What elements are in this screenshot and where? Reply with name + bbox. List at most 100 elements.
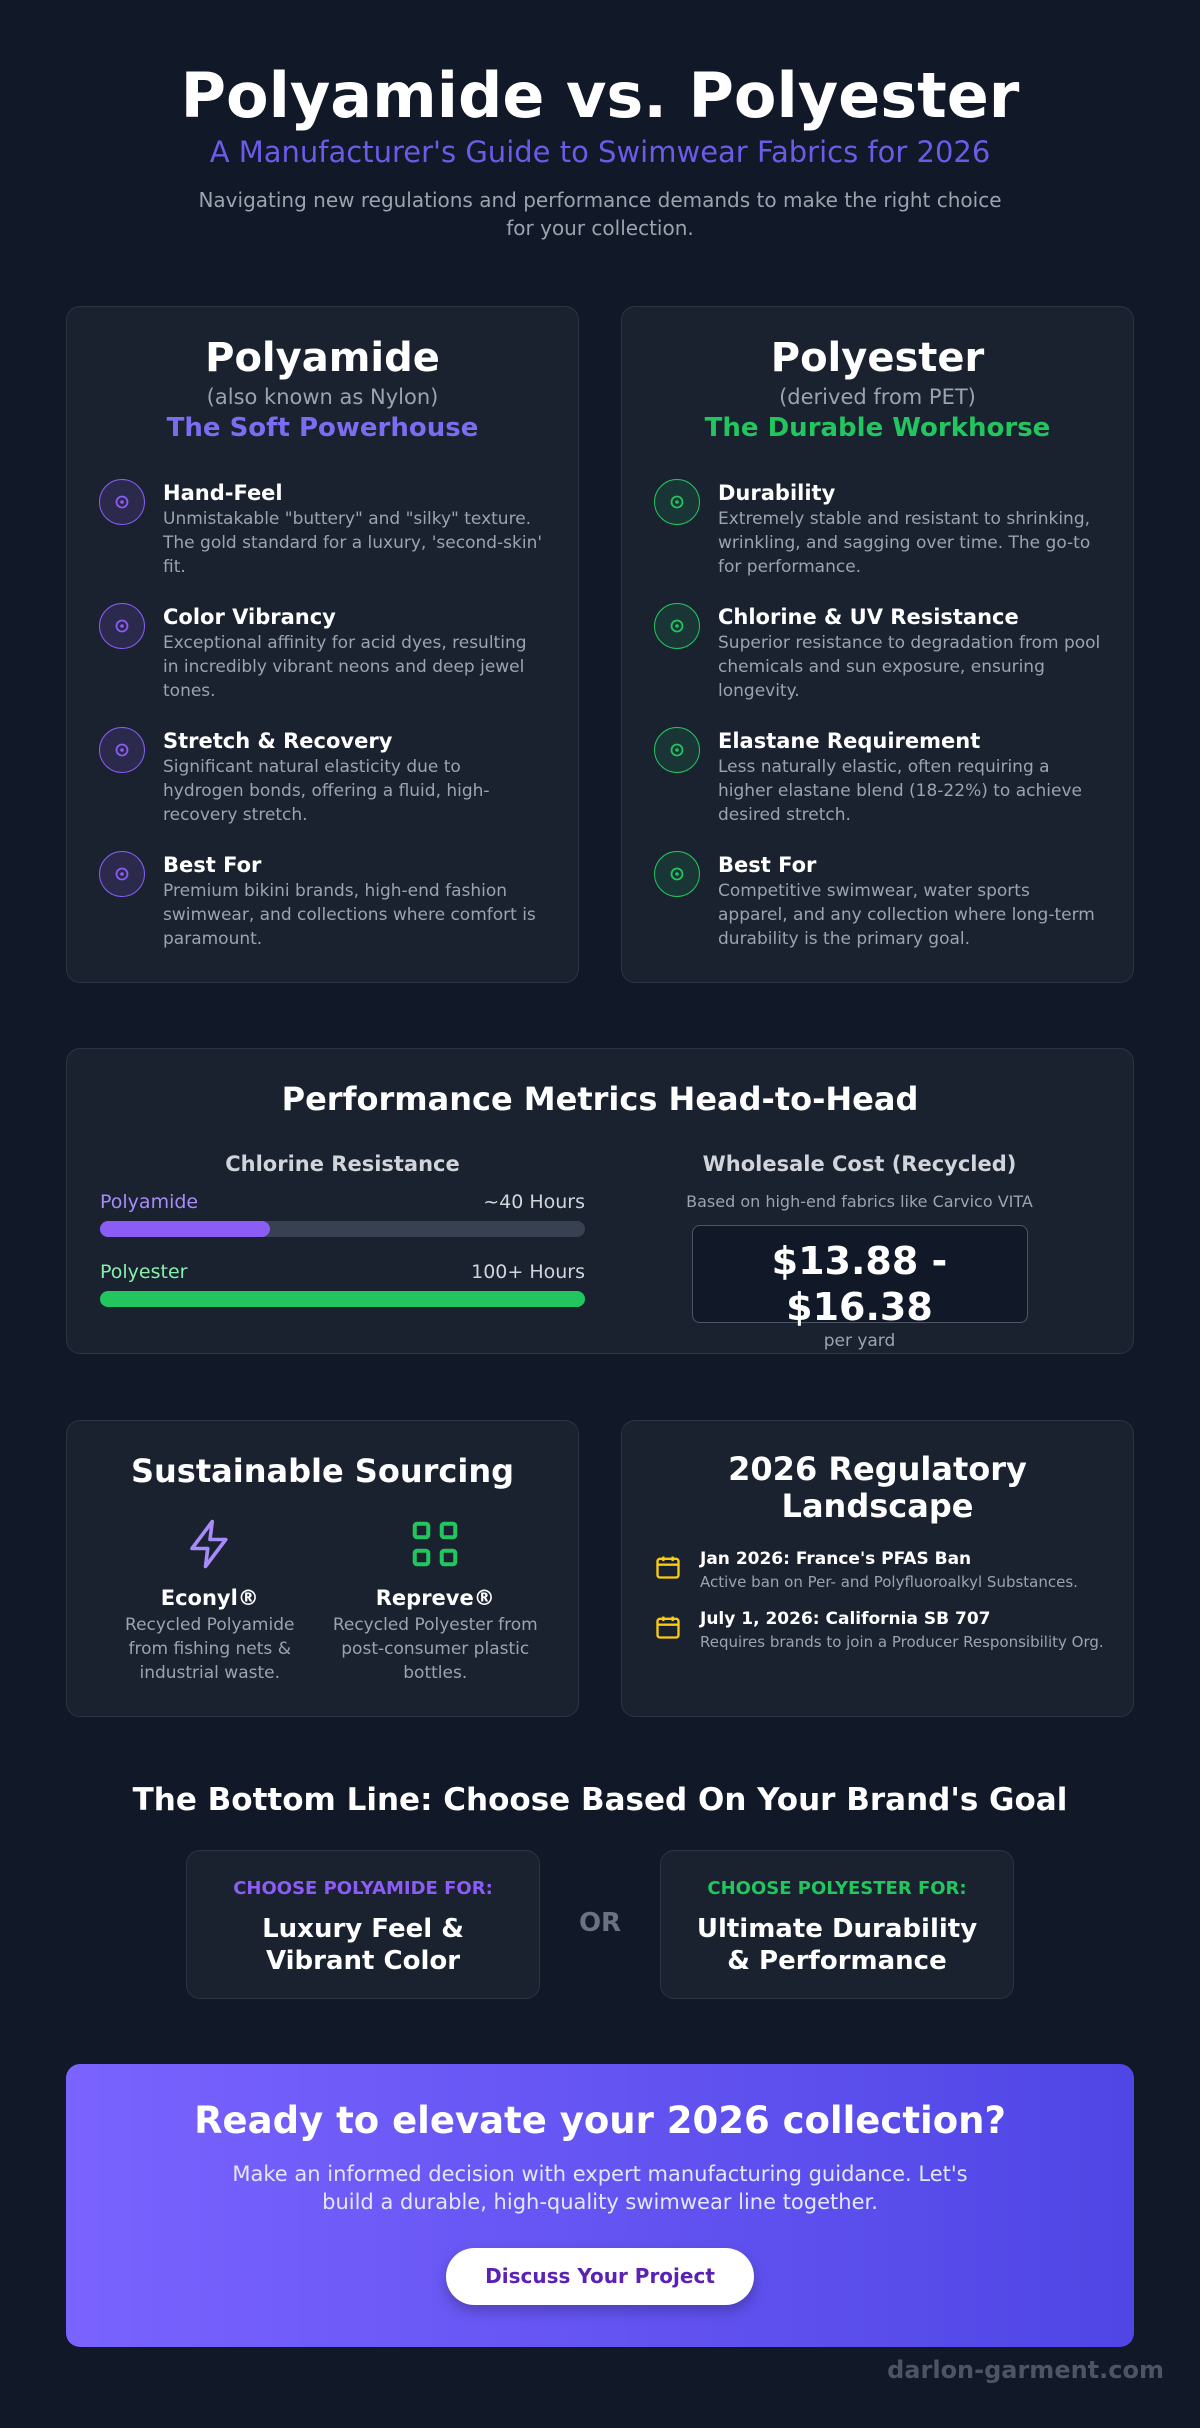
cost-column: Wholesale Cost (Recycled) Based on high-… <box>627 1149 1092 1351</box>
feature-icon <box>654 851 700 897</box>
cta-text: Make an informed decision with expert ma… <box>232 2162 968 2214</box>
fabric-name: Polyester <box>770 335 985 381</box>
regulatory-body: July 1, 2026: California SB 707 Requires … <box>700 1607 1104 1653</box>
cost-note: Based on high-end fabrics like Carvico V… <box>686 1192 1033 1211</box>
regulatory-icon <box>654 1607 682 1653</box>
sourcing-item: Repreve® Recycled Polyester from post-con… <box>332 1517 538 1685</box>
feature-text: Less naturally elastic, often requiring … <box>718 757 1082 825</box>
regulatory-title: Jan 2026: France's PFAS Ban <box>700 1549 972 1569</box>
icon <box>412 1521 458 1567</box>
choice-text: Ultimate Durability & Performance <box>696 1914 978 1976</box>
regulatory-item: July 1, 2026: California SB 707 Requires … <box>654 1607 1104 1653</box>
feature: Stretch & Recovery Significant natural el… <box>99 727 546 827</box>
feature: Best For Premium bikini brands, high-end … <box>99 851 546 951</box>
sourcing-items: Econyl® Recycled Polyamide from fishing n… <box>97 1517 548 1685</box>
feature-body: Durability Extremely stable and resistant… <box>718 479 1101 579</box>
feature-title: Color Vibrancy <box>163 605 336 629</box>
icon <box>656 1556 680 1579</box>
icon <box>670 619 684 633</box>
metrics-title: Performance Metrics Head-to-Head <box>281 1080 919 1118</box>
polyester-card: Polyester (derived from PET) The Durable W… <box>621 306 1134 983</box>
sourcing-card: Sustainable Sourcing Econyl® Recycled Pol… <box>66 1420 579 1717</box>
subtitle: A Manufacturer's Guide to Swimwear Fabri… <box>209 135 991 169</box>
feature-body: Elastane Requirement Less naturally elast… <box>718 727 1101 827</box>
chlorine-column: Chlorine Resistance Polyamide ~40 Hours Po… <box>100 1149 585 1329</box>
bar-track <box>100 1291 585 1307</box>
price-unit: per yard <box>823 1331 896 1351</box>
bar-label: Polyamide <box>100 1191 199 1213</box>
icon <box>115 495 129 509</box>
regulatory-items: Jan 2026: France's PFAS Ban Active ban on… <box>654 1547 1104 1667</box>
feature-icon <box>99 479 145 525</box>
icon <box>670 743 684 757</box>
choice-text: Luxury Feel & Vibrant Color <box>262 1914 464 1976</box>
feature-text: Competitive swimwear, water sports appar… <box>718 881 1095 949</box>
icon <box>115 743 129 757</box>
feature: Elastane Requirement Less naturally elast… <box>654 727 1101 827</box>
bar-value: ~40 Hours <box>483 1191 585 1213</box>
bar-row: Polyester 100+ Hours <box>100 1259 585 1285</box>
sourcing-item: Econyl® Recycled Polyamide from fishing n… <box>107 1517 313 1685</box>
choice-label: CHOOSE POLYESTER FOR: <box>707 1878 967 1899</box>
fabric-tagline: The Soft Powerhouse <box>166 413 479 443</box>
feature: Chlorine & UV Resistance Superior resista… <box>654 603 1101 703</box>
feature-icon <box>99 851 145 897</box>
regulatory-body: Jan 2026: France's PFAS Ban Active ban on… <box>700 1547 1078 1593</box>
sourcing-text: Recycled Polyester from post-consumer pl… <box>332 1615 538 1683</box>
regulatory-text: Requires brands to join a Producer Respo… <box>700 1633 1104 1651</box>
price: $13.88 - $16.38 <box>771 1239 948 1329</box>
regulatory-title: July 1, 2026: California SB 707 <box>700 1609 991 1629</box>
feature-body: Hand-Feel Unmistakable "buttery" and "sil… <box>163 479 546 579</box>
regulatory-title: 2026 Regulatory Landscape <box>728 1450 1027 1525</box>
bar-track <box>100 1221 585 1237</box>
choice-card: CHOOSE POLYAMIDE FOR: Luxury Feel & Vibra… <box>186 1850 540 1999</box>
feature-text: Extremely stable and resistant to shrink… <box>718 509 1091 577</box>
feature: Durability Extremely stable and resistant… <box>654 479 1101 579</box>
icon <box>115 867 129 881</box>
bar-fill <box>100 1291 585 1307</box>
feature-text: Superior resistance to degradation from … <box>718 633 1101 701</box>
cta-title: Ready to elevate your 2026 collection? <box>194 2099 1006 2142</box>
intro: Navigating new regulations and performan… <box>198 188 1002 240</box>
sourcing-text: Recycled Polyamide from fishing nets & i… <box>125 1615 295 1683</box>
feature-title: Chlorine & UV Resistance <box>718 605 1019 629</box>
feature-icon <box>654 479 700 525</box>
feature-text: Unmistakable "buttery" and "silky" textu… <box>163 509 543 577</box>
bar-row: Polyamide ~40 Hours <box>100 1189 585 1215</box>
feature-title: Stretch & Recovery <box>163 729 393 753</box>
feature: Color Vibrancy Exceptional affinity for a… <box>99 603 546 703</box>
feature-text: Premium bikini brands, high-end fashion … <box>163 881 536 949</box>
bar-value: 100+ Hours <box>471 1261 585 1283</box>
sourcing-name: Repreve® <box>375 1586 495 1610</box>
fabric-name: Polyamide <box>205 335 440 381</box>
icon <box>189 1519 228 1569</box>
sourcing-icon <box>107 1517 313 1575</box>
fabric-aka: (derived from PET) <box>779 385 976 409</box>
regulatory-item: Jan 2026: France's PFAS Ban Active ban on… <box>654 1547 1104 1593</box>
sourcing-name: Econyl® <box>160 1586 259 1610</box>
regulatory-card: 2026 Regulatory Landscape Jan 2026: Fran… <box>621 1420 1134 1717</box>
feature-title: Elastane Requirement <box>718 729 981 753</box>
title: Polyamide vs. Polyester <box>180 59 1020 132</box>
chlorine-title: Chlorine Resistance <box>225 1152 460 1176</box>
regulatory-text: Active ban on Per- and Polyfluoroalkyl S… <box>700 1573 1078 1591</box>
cta-button[interactable]: Discuss Your Project <box>446 2248 754 2305</box>
feature: Best For Competitive swimwear, water spor… <box>654 851 1101 951</box>
bar-fill <box>100 1221 270 1237</box>
sourcing-icon <box>332 1517 538 1575</box>
cta-banner: Ready to elevate your 2026 collection? M… <box>66 2064 1134 2347</box>
fabric-tagline: The Durable Workhorse <box>704 413 1051 443</box>
metrics-card: Performance Metrics Head-to-Head Chlorin… <box>66 1048 1134 1354</box>
feature-icon <box>99 603 145 649</box>
feature-body: Best For Premium bikini brands, high-end … <box>163 851 546 951</box>
bar-label: Polyester <box>100 1261 188 1283</box>
price-box: $13.88 - $16.38 per yard <box>691 1225 1028 1351</box>
icon <box>115 619 129 633</box>
feature-text: Exceptional affinity for acid dyes, resu… <box>163 633 527 701</box>
icon <box>656 1616 680 1639</box>
feature-text: Significant natural elasticity due to hy… <box>163 757 490 825</box>
bottom-line-title: The Bottom Line: Choose Based On Your Br… <box>132 1782 1068 1818</box>
